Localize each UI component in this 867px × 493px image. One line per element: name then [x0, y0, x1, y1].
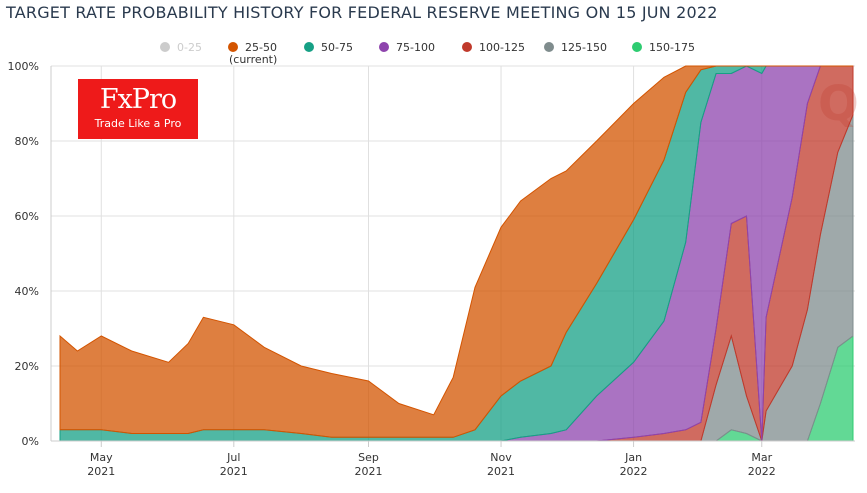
x-tick-year: 2022: [748, 465, 776, 478]
legend-marker-75-100: [379, 42, 389, 52]
legend-marker-100-125: [462, 42, 472, 52]
watermark-logo: Q: [818, 76, 859, 132]
chart-title: TARGET RATE PROBABILITY HISTORY FOR FEDE…: [6, 3, 718, 22]
y-tick-label: 20%: [15, 360, 39, 373]
legend-label-125-150: 125-150: [561, 41, 607, 54]
legend-marker-125-150: [544, 42, 554, 52]
x-tick-year: 2021: [87, 465, 115, 478]
legend-label-100-125: 100-125: [479, 41, 525, 54]
legend-label-0-25: 0-25: [177, 41, 202, 54]
legend-label-50-75: 50-75: [321, 41, 353, 54]
y-tick-label: 100%: [8, 60, 39, 73]
legend-label-75-100: 75-100: [396, 41, 435, 54]
x-tick-month: Mar: [751, 451, 772, 464]
legend-marker-150-175: [632, 42, 642, 52]
x-tick-month: Sep: [358, 451, 379, 464]
legend: 0-25 25-50(current) 50-75 75-100 100-125 125-…: [160, 41, 695, 66]
y-tick-label: 0%: [22, 435, 39, 448]
y-tick-label: 40%: [15, 285, 39, 298]
legend-marker-0-25: [160, 42, 170, 52]
x-tick-month: May: [90, 451, 113, 464]
legend-label-25-50: 25-50: [245, 41, 277, 54]
fxpro-logo: FxPro Trade Like a Pro: [78, 79, 198, 139]
x-tick-month: Jul: [226, 451, 240, 464]
x-tick-year: 2021: [355, 465, 383, 478]
logo-tagline: Trade Like a Pro: [94, 117, 182, 130]
x-tick-year: 2022: [620, 465, 648, 478]
x-tick-month: Nov: [490, 451, 512, 464]
y-tick-label: 60%: [15, 210, 39, 223]
axes: 0%20%40%60%80%100%May2021Jul2021Sep2021N…: [8, 60, 855, 478]
x-tick-year: 2021: [220, 465, 248, 478]
legend-marker-25-50: [228, 42, 238, 52]
legend-label-150-175: 150-175: [649, 41, 695, 54]
legend-note: (current): [229, 53, 277, 66]
y-tick-label: 80%: [15, 135, 39, 148]
logo-name: FxPro: [99, 84, 177, 115]
legend-marker-50-75: [304, 42, 314, 52]
x-tick-year: 2021: [487, 465, 515, 478]
x-tick-month: Jan: [624, 451, 642, 464]
area-25-50: [59, 65, 853, 438]
